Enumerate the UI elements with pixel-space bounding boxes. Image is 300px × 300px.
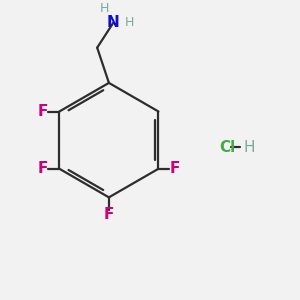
Text: H: H bbox=[243, 140, 254, 155]
Text: Cl: Cl bbox=[219, 140, 235, 155]
Text: F: F bbox=[38, 161, 48, 176]
Text: N: N bbox=[107, 15, 120, 30]
Text: H: H bbox=[100, 2, 109, 15]
Text: F: F bbox=[169, 161, 180, 176]
Text: F: F bbox=[104, 208, 114, 223]
Text: F: F bbox=[38, 104, 48, 119]
Text: H: H bbox=[125, 16, 134, 29]
